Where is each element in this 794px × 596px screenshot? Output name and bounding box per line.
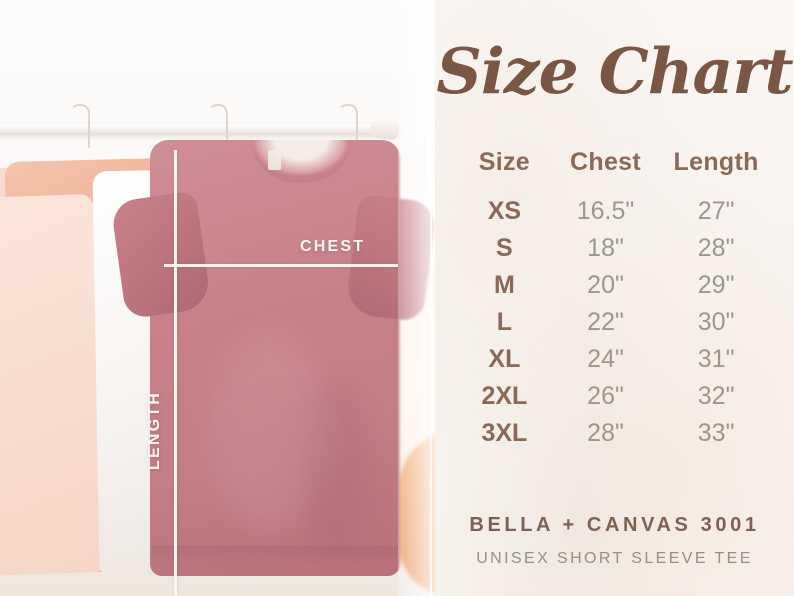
chest-measure-label: CHEST [300,238,366,255]
table-row: S 18" 28" [457,230,773,267]
cell-length: 33" [697,419,735,447]
cell-size: XS [487,197,522,225]
cell-size: S [496,234,513,262]
table-row: XS 16.5" 27" [457,193,773,230]
shirt-neck-tag [268,150,281,170]
sheer-curtain-overlay [398,0,470,596]
clothing-rail [0,124,390,135]
hanger-hook [208,104,228,148]
cell-chest: 20" [587,271,624,299]
product-photo: CHEST LENGTH [0,0,470,596]
sheer-curtain-edge [430,0,432,596]
cell-size: 3XL [481,419,528,447]
table-row: M 20" 29" [457,267,773,304]
chest-measure-line [164,264,398,267]
cell-chest: 28" [587,419,624,447]
shirt-hem [152,546,398,564]
table-row: 3XL 28" 33" [457,415,773,452]
cell-chest: 26" [587,382,624,410]
table-row: L 22" 30" [457,304,773,341]
hanger-hook [338,104,358,148]
cell-length: 32" [697,382,735,410]
hanger-hook [70,104,90,148]
shirt-collar [250,136,352,183]
page-title: Size Chart [436,34,793,108]
table-row: 2XL 26" 32" [457,378,773,415]
fabric-fold [300,380,370,550]
column-header-chest: Chest [570,148,641,176]
brand-name: BELLA + CANVAS 3001 [469,514,760,536]
shirt-peach [0,193,107,577]
cell-chest: 16.5" [576,197,635,225]
column-header-size: Size [478,148,531,176]
table-row: XL 24" 31" [457,341,773,378]
cell-size: XL [488,345,521,373]
length-measure-label: LENGTH [146,391,163,470]
size-table: Size Chest Length XS 16.5" 27" S 18" 28"… [457,148,773,452]
cell-size: 2XL [481,382,528,410]
fabric-fold [210,330,330,530]
cell-length: 27" [697,197,735,225]
cell-chest: 24" [587,345,624,373]
panel-texture [435,0,794,596]
product-subtitle: UNISEX SHORT SLEEVE TEE [476,550,753,567]
table-header-row: Size Chest Length [457,148,773,193]
cell-chest: 18" [587,234,624,262]
size-chart-panel: Size Chart Size Chest Length XS 16.5" 27… [435,0,794,596]
clothing-rail-end [369,118,401,141]
cell-length: 31" [697,345,735,373]
cell-length: 29" [697,271,735,299]
cell-chest: 22" [587,308,624,336]
column-header-length: Length [673,148,759,176]
shirt-sleeve-left [110,190,212,320]
cell-size: L [496,308,513,336]
cell-length: 28" [697,234,735,262]
length-measure-line [174,150,177,596]
cell-length: 30" [697,308,735,336]
cell-size: M [493,271,515,299]
